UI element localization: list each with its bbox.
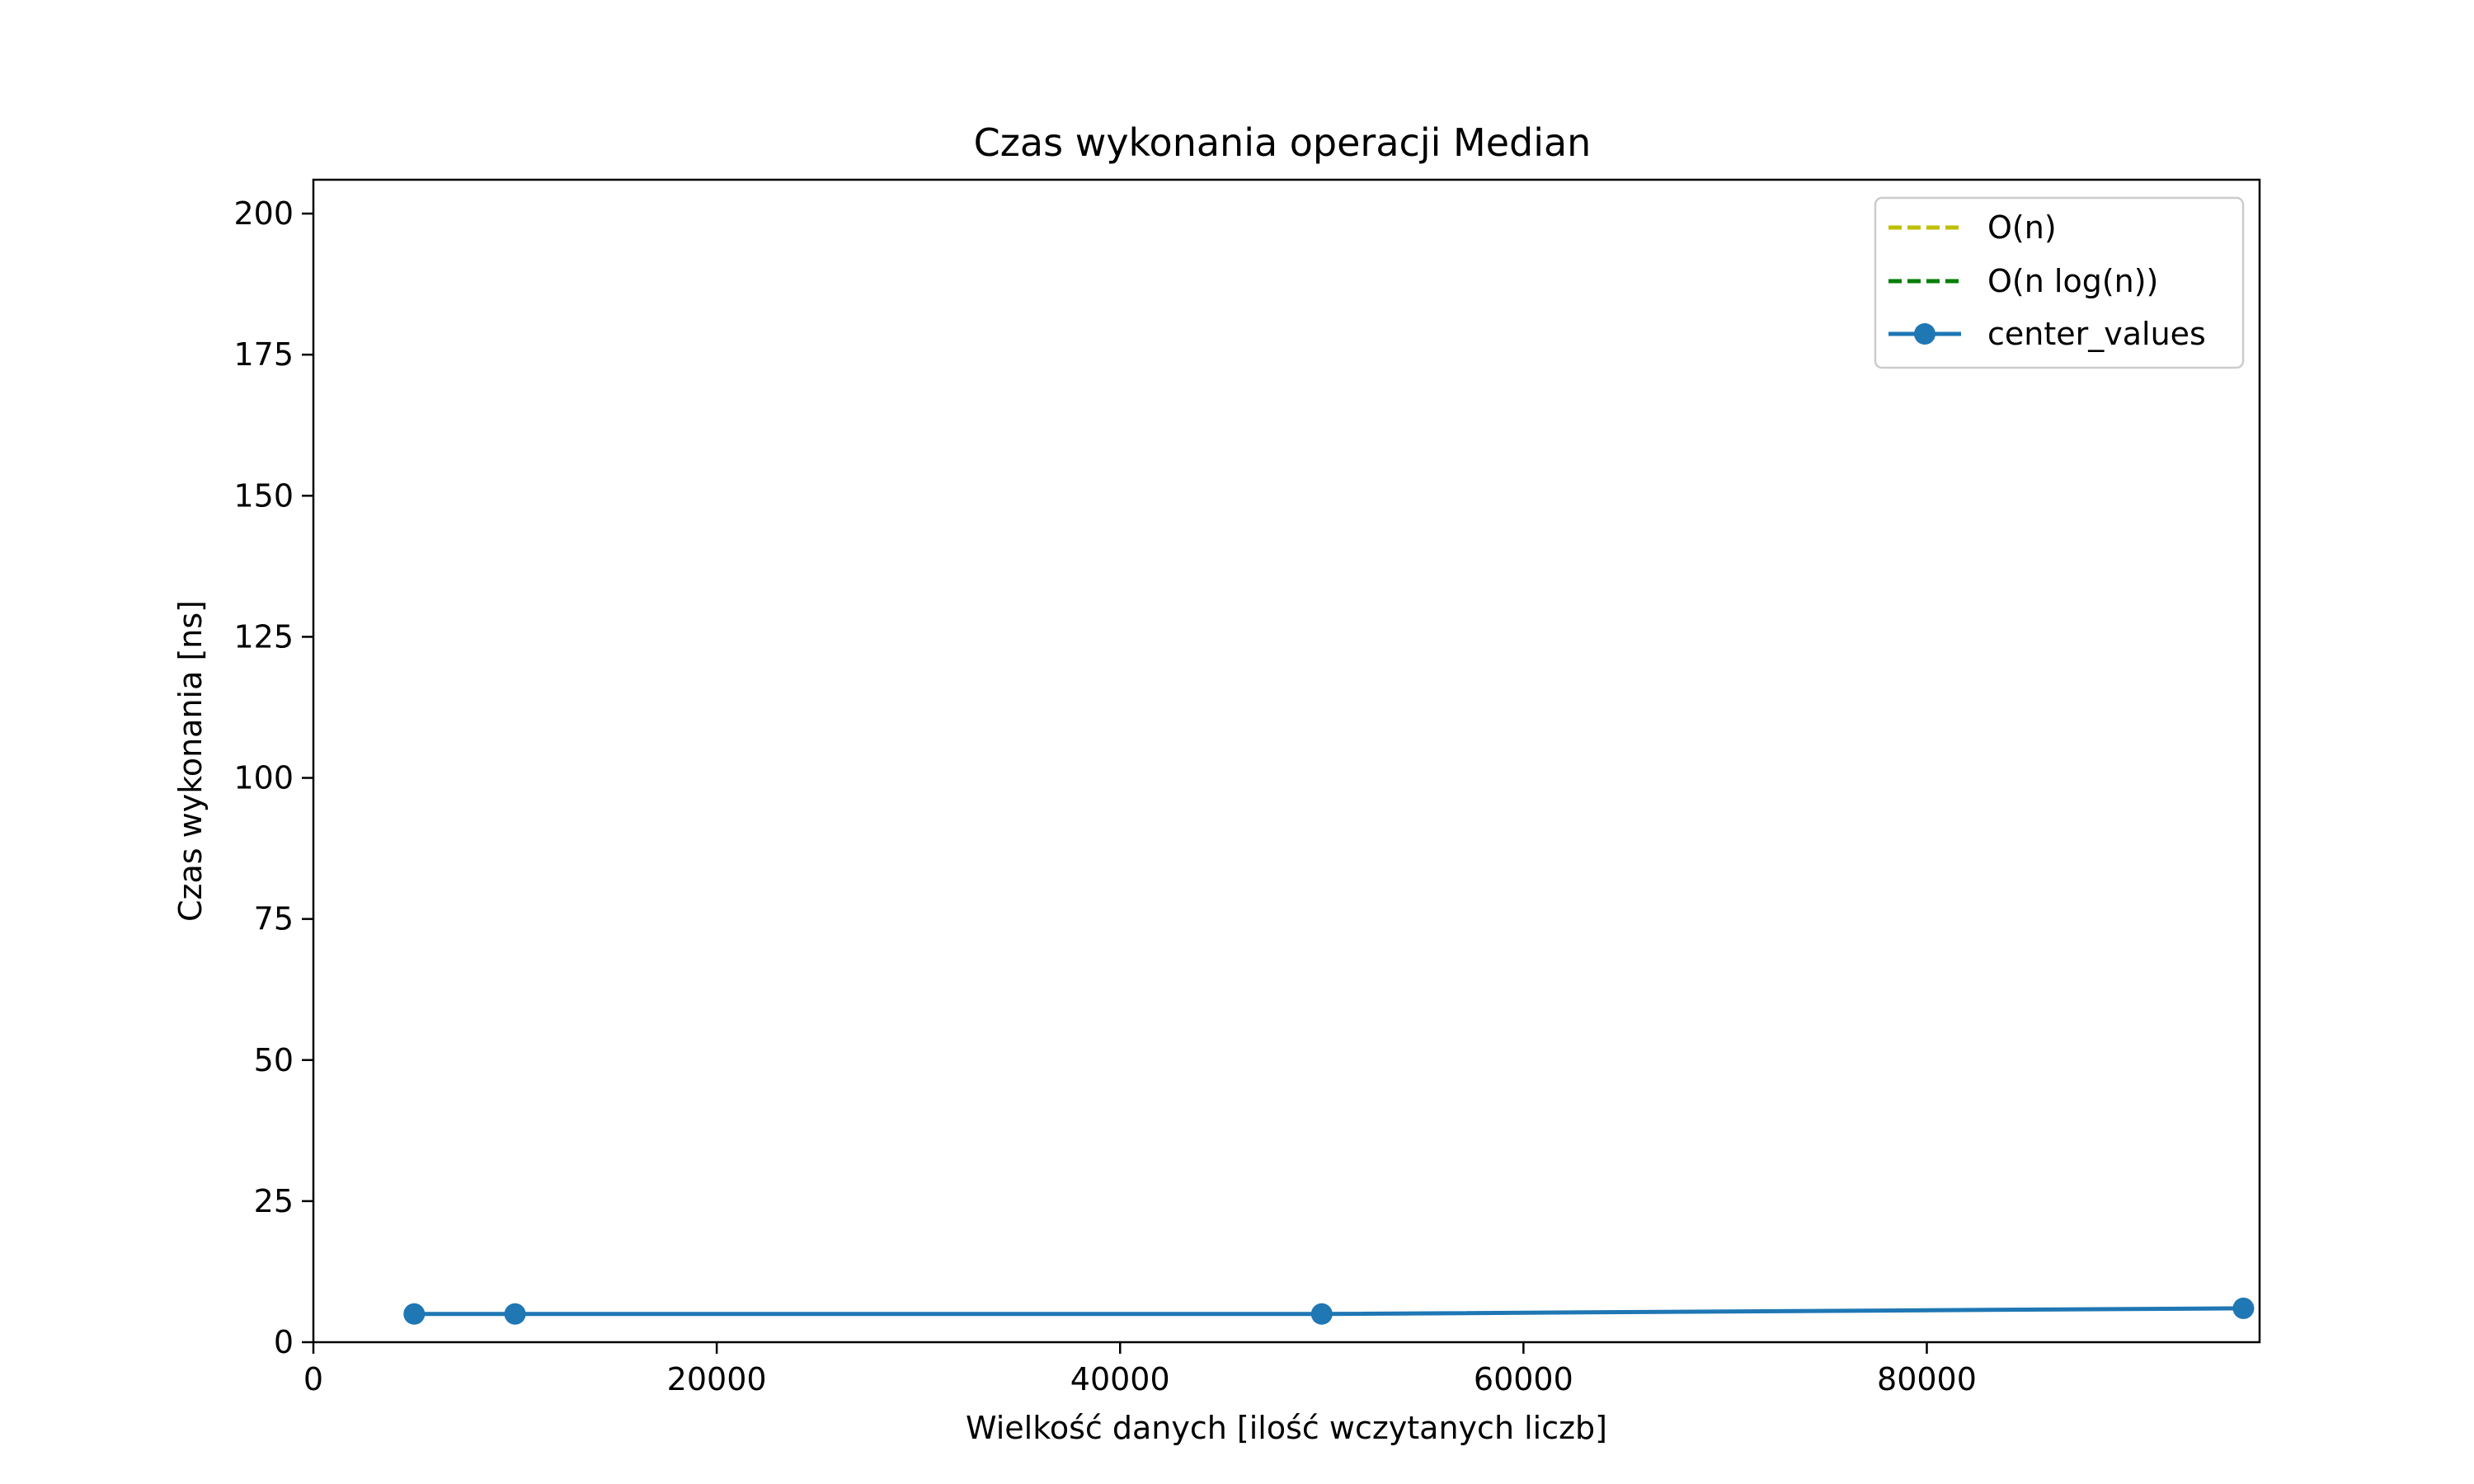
data-point-center-values: [403, 1303, 426, 1325]
chart-title: Czas wykonania operacji Median: [974, 120, 1592, 165]
legend-label-center-values: center_values: [1987, 316, 2206, 352]
series-layer: [403, 1297, 2255, 1325]
legend-marker-center-values: [1914, 323, 1935, 345]
x-axis-title: Wielkość danych [ilość wczytanych liczb]: [966, 1410, 1607, 1446]
y-tick-label: 150: [233, 477, 294, 514]
x-tick-label: 80000: [1877, 1361, 1977, 1397]
data-point-center-values: [504, 1303, 526, 1325]
legend: O(n) O(n log(n)) center_values: [1874, 196, 2245, 369]
x-tick-label: 0: [303, 1361, 323, 1397]
data-point-center-values: [1310, 1303, 1333, 1325]
y-tick-label: 75: [254, 901, 294, 937]
x-tick-label: 40000: [1070, 1361, 1170, 1397]
y-axis-title: Czas wykonania [ns]: [172, 600, 209, 922]
plot-area-frame: [312, 178, 2261, 1344]
legend-label-o-n: O(n): [1987, 209, 2057, 246]
y-tick-label: 125: [233, 618, 294, 655]
y-tick-label: 175: [233, 336, 294, 373]
y-tick-label: 100: [233, 760, 294, 796]
legend-label-o-n-log-n: O(n log(n)): [1987, 263, 2158, 299]
y-tick-label: 25: [254, 1183, 294, 1219]
legend-box: [1874, 196, 2245, 369]
y-tick-label: 50: [254, 1042, 294, 1078]
data-point-center-values: [2232, 1297, 2255, 1319]
y-tick-label: 0: [274, 1324, 294, 1360]
y-tick-label: 200: [233, 195, 294, 232]
y-axis-ticks: 0 25 50 75 100 125 150 175 200: [233, 195, 313, 1360]
series-line-center-values: [412, 1306, 2246, 1317]
x-tick-label: 60000: [1474, 1361, 1573, 1397]
x-axis-ticks: 0 20000 40000 60000 80000: [303, 1342, 1977, 1397]
x-tick-label: 20000: [667, 1361, 767, 1397]
